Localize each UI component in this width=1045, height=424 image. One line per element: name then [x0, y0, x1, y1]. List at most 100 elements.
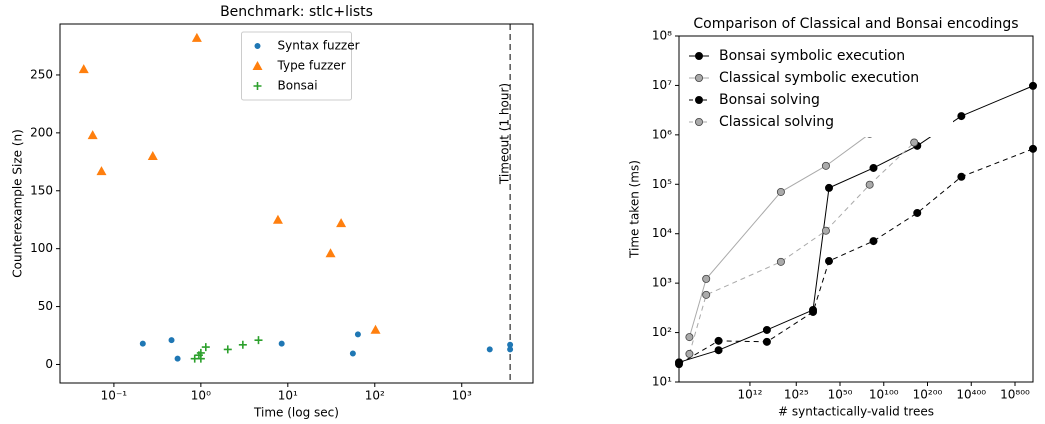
marker: [865, 180, 874, 189]
marker: [714, 346, 723, 355]
x-tick-label: 10¹: [278, 389, 298, 403]
legend-label: Classical symbolic execution: [719, 70, 919, 86]
series-line: [688, 142, 915, 355]
marker: [336, 218, 347, 228]
x-tick-label: 10²⁰⁰: [913, 388, 943, 402]
y-tick-label: 10⁸: [652, 29, 672, 43]
marker: [685, 349, 694, 358]
marker: [685, 333, 694, 342]
legend-marker: [695, 74, 704, 83]
marker: [238, 340, 247, 349]
y-tick-label: 10⁵: [652, 177, 672, 191]
marker: [223, 345, 232, 354]
marker: [776, 187, 785, 196]
marker: [354, 331, 361, 338]
x-tick-label: 10¹⁰⁰: [869, 388, 899, 402]
legend-label: Syntax fuzzer: [278, 39, 360, 53]
x-axis-label: # syntactically-valid trees: [778, 405, 934, 419]
marker: [776, 257, 785, 266]
marker: [196, 348, 205, 357]
annotation: Timeout (1 hour): [498, 83, 512, 185]
y-axis-label: Counterexample Size (n): [11, 129, 25, 278]
marker: [370, 324, 381, 334]
legend-sample: [253, 82, 262, 90]
x-tick-label: 10⁸⁰⁰: [1000, 388, 1030, 402]
x-axis-label: Time (log sec): [253, 406, 339, 420]
marker: [821, 161, 830, 170]
legend-box: [683, 41, 953, 137]
legend-marker: [695, 118, 704, 127]
marker: [147, 151, 158, 161]
marker: [201, 343, 210, 352]
marker: [139, 340, 146, 347]
marker: [325, 248, 336, 258]
plot-frame: [678, 35, 1034, 383]
marker: [702, 274, 711, 283]
x-tick-label: 10²⁵: [784, 388, 809, 402]
legend-sample: [689, 96, 709, 105]
legend-marker: [254, 43, 261, 50]
marker: [957, 172, 966, 181]
marker: [87, 130, 98, 140]
marker: [1029, 144, 1038, 153]
marker: [1029, 81, 1038, 90]
y-tick-label: 150: [30, 183, 53, 197]
y-tick-label: 250: [30, 67, 53, 81]
legend-sample: [252, 61, 263, 70]
y-tick-label: 10⁶: [652, 127, 672, 141]
marker: [349, 350, 356, 357]
chart-title: Benchmark: stlc+lists: [220, 4, 373, 20]
marker: [254, 336, 263, 345]
legend-label: Bonsai solving: [719, 92, 820, 108]
legend-marker: [695, 96, 704, 105]
legend-label: Bonsai symbolic execution: [719, 48, 905, 64]
y-tick-label: 50: [38, 299, 53, 313]
marker: [762, 337, 771, 346]
y-tick-label: 100: [30, 241, 53, 255]
marker: [825, 183, 834, 192]
legend-marker: [253, 82, 262, 90]
x-tick-label: 10⁴⁰⁰: [956, 388, 986, 402]
legend-sample: [689, 118, 709, 127]
marker: [714, 336, 723, 345]
legend-marker: [252, 61, 263, 70]
y-tick-label: 10³: [652, 276, 672, 290]
y-tick-label: 10¹: [652, 375, 672, 389]
legend-label: Bonsai: [278, 79, 318, 93]
x-tick-label: 10³: [452, 389, 472, 403]
y-tick-label: 0: [45, 357, 53, 371]
y-axis-label: Time taken (ms): [628, 160, 642, 259]
marker: [869, 163, 878, 172]
x-tick-label: 10¹²: [737, 388, 762, 402]
marker: [507, 346, 514, 353]
marker: [702, 290, 711, 299]
legend-box: [241, 31, 352, 101]
y-tick-label: 200: [30, 125, 53, 139]
x-tick-label: 10⁵⁰: [828, 388, 853, 402]
marker: [809, 307, 818, 316]
y-tick-label: 10⁴: [652, 226, 672, 240]
marker: [913, 208, 922, 217]
legend-label: Classical solving: [719, 114, 834, 130]
chart-title: Comparison of Classical and Bonsai encod…: [693, 16, 1018, 32]
y-tick-label: 10²: [652, 325, 672, 339]
legend-label: Type fuzzer: [277, 59, 346, 73]
y-tick-label: 10⁷: [652, 78, 672, 92]
x-tick-label: 10²: [365, 389, 385, 403]
series-line: [678, 148, 1034, 365]
marker: [825, 257, 834, 266]
legend-marker: [695, 52, 704, 61]
marker: [869, 237, 878, 246]
legend-sample: [689, 52, 709, 61]
legend-sample: [689, 74, 709, 83]
marker: [191, 32, 202, 42]
marker: [910, 138, 919, 147]
marker: [168, 337, 175, 344]
plot-frame: [59, 23, 534, 384]
marker: [762, 325, 771, 334]
marker: [821, 226, 830, 235]
legend-sample: [254, 43, 261, 50]
marker: [174, 355, 181, 362]
